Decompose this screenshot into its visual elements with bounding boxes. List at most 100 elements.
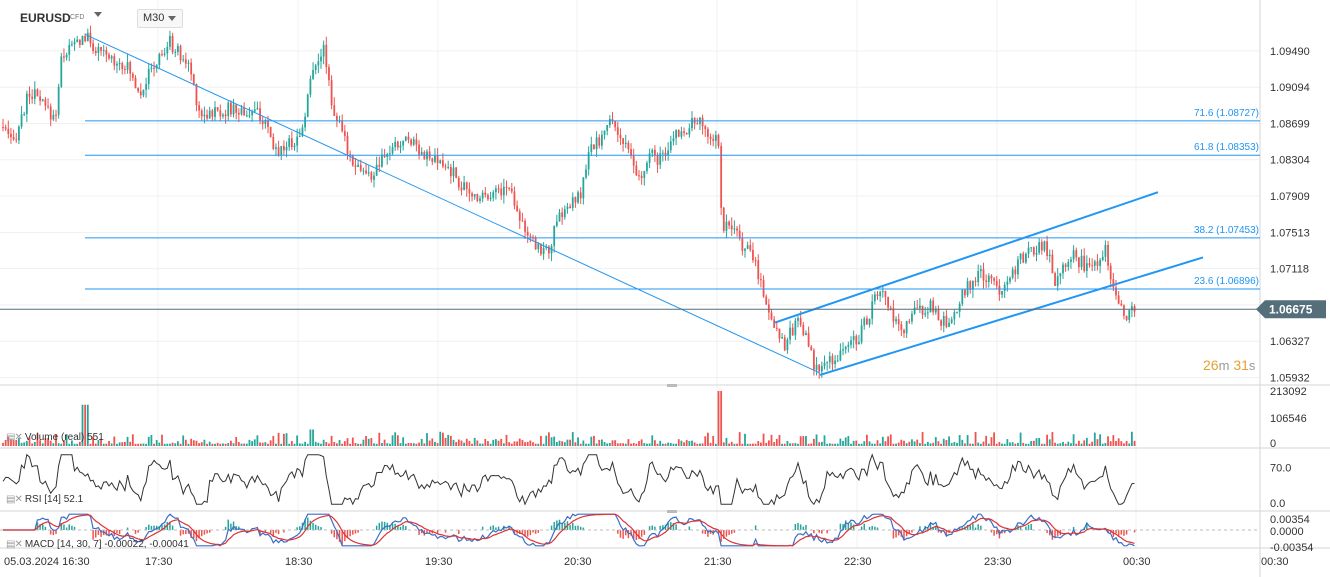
candle-body bbox=[463, 182, 465, 191]
volume-bar bbox=[78, 441, 81, 446]
volume-bar bbox=[476, 440, 479, 446]
volume-bar bbox=[855, 440, 858, 446]
volume-bar bbox=[987, 443, 990, 446]
fib-level-label: 61.8 (1.08353) bbox=[1194, 142, 1259, 153]
volume-bar bbox=[261, 442, 264, 446]
volume-bar bbox=[611, 440, 614, 446]
candle-body bbox=[171, 35, 174, 53]
candle-body bbox=[948, 322, 950, 327]
volume-bar bbox=[36, 433, 39, 446]
candle-body bbox=[1046, 241, 1048, 256]
volume-bar bbox=[362, 439, 365, 446]
volume-bar bbox=[696, 443, 699, 446]
volume-bar bbox=[110, 443, 113, 446]
pane-resize-handle bbox=[667, 510, 677, 513]
indicator-menu-icon[interactable]: ▤✕ bbox=[6, 494, 23, 505]
symbol-dropdown-icon[interactable] bbox=[94, 12, 102, 17]
candle-body bbox=[826, 362, 829, 364]
volume-bar bbox=[510, 443, 513, 446]
candle-body bbox=[296, 136, 299, 146]
candle-body bbox=[65, 54, 68, 58]
volume-bar bbox=[540, 435, 542, 446]
candle-body bbox=[73, 42, 76, 45]
price-axis-tick: 1.08699 bbox=[1270, 118, 1310, 130]
volume-bar bbox=[33, 441, 36, 446]
candle-body bbox=[142, 89, 145, 96]
volume-bar bbox=[1112, 435, 1115, 446]
volume-last-value: 551 bbox=[87, 432, 104, 443]
pane-resize-handle bbox=[667, 384, 677, 387]
volume-bar bbox=[964, 443, 966, 446]
price-axis-tick: 1.09094 bbox=[1270, 82, 1310, 94]
volume-bar bbox=[675, 443, 677, 446]
volume-bar bbox=[325, 441, 328, 446]
volume-bar bbox=[932, 442, 935, 446]
timeframe-select[interactable]: M30 bbox=[137, 9, 183, 28]
volume-bar bbox=[418, 442, 420, 446]
candle-body bbox=[333, 105, 336, 116]
volume-bar bbox=[457, 439, 460, 446]
volume-bar bbox=[1072, 434, 1075, 446]
macd-axis-tick: 0.00354 bbox=[1270, 514, 1310, 526]
candle-body bbox=[897, 319, 900, 325]
volume-bar bbox=[460, 440, 463, 446]
candle-body bbox=[680, 131, 683, 137]
candle-body bbox=[105, 50, 108, 55]
candle-body bbox=[889, 307, 892, 309]
volume-bar bbox=[945, 440, 948, 446]
volume-bar bbox=[1120, 441, 1123, 446]
candle-body bbox=[934, 309, 937, 313]
candle-body bbox=[158, 54, 161, 65]
volume-bar bbox=[640, 439, 643, 446]
candle-body bbox=[595, 137, 598, 150]
volume-bar bbox=[89, 443, 92, 446]
volume-bar bbox=[717, 391, 720, 446]
candle-body bbox=[587, 152, 590, 170]
time-axis-tick: 23:30 bbox=[984, 556, 1012, 568]
candle-body bbox=[553, 225, 556, 246]
candle-body bbox=[1093, 261, 1096, 266]
volume-bar bbox=[118, 442, 121, 446]
candle-body bbox=[402, 140, 405, 146]
volume-bar bbox=[590, 436, 593, 446]
volume-bar bbox=[699, 443, 701, 446]
volume-bar bbox=[1014, 443, 1017, 446]
candle-body bbox=[322, 44, 325, 57]
volume-bar bbox=[471, 443, 473, 446]
volume-bar bbox=[328, 443, 330, 446]
volume-bar bbox=[68, 443, 71, 446]
volume-bar bbox=[942, 438, 945, 446]
candle-body bbox=[1038, 242, 1041, 253]
volume-legend[interactable]: ▤✕ Volume (real) 551 bbox=[6, 432, 104, 443]
candle-body bbox=[548, 246, 550, 254]
volume-bar bbox=[495, 439, 497, 446]
candle-body bbox=[982, 269, 985, 281]
indicator-menu-icon[interactable]: ▤✕ bbox=[6, 539, 23, 550]
candle-body bbox=[272, 136, 275, 149]
candle-body bbox=[701, 117, 704, 127]
candle-body bbox=[1128, 310, 1131, 320]
candle-body bbox=[1025, 253, 1027, 263]
channel-line bbox=[774, 191, 1159, 324]
candle-body bbox=[675, 129, 677, 139]
candle-body bbox=[232, 104, 235, 115]
volume-bar bbox=[521, 440, 524, 446]
candle-body bbox=[709, 136, 712, 139]
candle-body bbox=[654, 149, 656, 156]
macd-legend[interactable]: ▤✕ MACD [14, 30, 7] -0.00022, -0.00041 bbox=[6, 539, 189, 550]
volume-bar bbox=[97, 440, 100, 446]
candle-body bbox=[1054, 273, 1056, 286]
symbol-name[interactable]: EURUSD bbox=[20, 11, 71, 25]
volume-bar bbox=[455, 442, 458, 446]
volume-bar bbox=[958, 435, 961, 446]
candle-body bbox=[608, 119, 611, 126]
candle-body bbox=[147, 68, 150, 85]
indicator-menu-icon[interactable]: ▤✕ bbox=[6, 432, 23, 443]
volume-bar bbox=[142, 443, 145, 446]
candle-body bbox=[510, 188, 513, 192]
volume-bar bbox=[619, 443, 622, 446]
candle-body bbox=[179, 45, 182, 61]
rsi-legend[interactable]: ▤✕ RSI [14] 52.1 bbox=[6, 494, 83, 505]
